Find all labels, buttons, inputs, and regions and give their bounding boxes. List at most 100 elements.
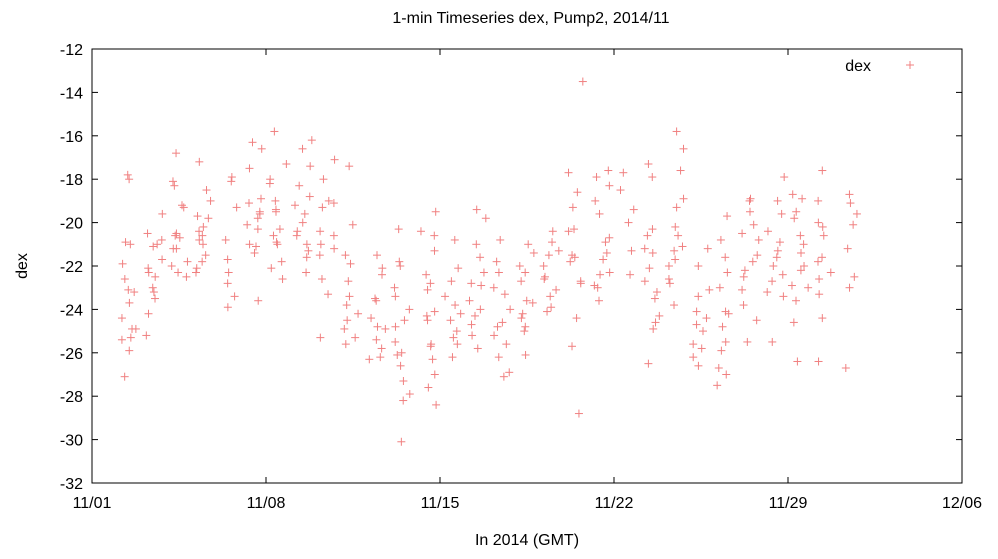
data-point: [121, 238, 130, 247]
data-point: [399, 396, 408, 405]
data-point: [120, 372, 129, 381]
data-point: [426, 279, 435, 288]
data-point: [789, 318, 798, 327]
data-point: [305, 192, 314, 201]
data-point: [814, 196, 823, 205]
data-point: [723, 212, 732, 221]
data-point: [144, 264, 153, 273]
data-point: [779, 292, 788, 301]
data-point: [548, 227, 557, 236]
data-point: [650, 294, 659, 303]
y-tick-label: -12: [60, 42, 83, 59]
data-point: [624, 218, 633, 227]
data-point: [819, 231, 828, 240]
data-point: [818, 314, 827, 323]
data-point: [517, 314, 526, 323]
data-point: [713, 381, 722, 390]
data-point: [573, 188, 582, 197]
data-point: [843, 244, 852, 253]
data-point: [595, 296, 604, 305]
data-point: [316, 333, 325, 342]
data-point: [539, 262, 548, 270]
data-point: [552, 285, 561, 294]
data-point: [273, 240, 282, 249]
data-point: [546, 292, 555, 301]
data-point: [722, 370, 731, 379]
data-point: [692, 307, 701, 316]
data-point: [715, 283, 724, 292]
data-point: [479, 268, 488, 277]
data-point: [845, 190, 854, 199]
data-point: [256, 194, 265, 203]
data-point: [302, 268, 311, 277]
data-point: [492, 257, 501, 266]
data-point: [772, 253, 781, 262]
data-point: [592, 173, 601, 182]
data-point: [775, 238, 784, 247]
data-point: [254, 296, 263, 305]
data-point: [446, 316, 455, 325]
data-point: [125, 175, 134, 184]
y-tick-label: -14: [60, 85, 83, 102]
data-point: [568, 342, 577, 351]
data-point: [679, 194, 688, 203]
data-point: [172, 229, 181, 238]
data-point: [778, 270, 787, 279]
data-point: [703, 244, 712, 253]
data-point: [396, 361, 405, 370]
data-point: [800, 262, 809, 270]
data-point: [473, 344, 482, 353]
data-point: [149, 242, 158, 251]
data-point: [521, 350, 530, 359]
data-point: [192, 264, 201, 273]
data-point: [221, 235, 230, 244]
data-point: [652, 288, 661, 297]
data-point: [293, 227, 302, 236]
data-point: [319, 175, 328, 184]
y-tick-label: -18: [60, 172, 83, 189]
data-point: [476, 305, 485, 314]
data-point: [745, 207, 754, 216]
data-point: [291, 201, 300, 210]
data-point: [576, 279, 585, 288]
data-point: [450, 235, 459, 244]
data-point: [397, 437, 406, 446]
data-point: [749, 220, 758, 229]
data-point: [818, 222, 827, 231]
data-point: [182, 272, 191, 281]
data-point: [318, 203, 327, 212]
data-point: [568, 203, 577, 212]
data-point: [395, 257, 404, 266]
data-point: [648, 225, 657, 234]
data-point: [302, 253, 311, 262]
data-point: [724, 309, 733, 318]
data-point: [578, 77, 587, 86]
data-point: [329, 231, 338, 240]
data-point: [158, 255, 167, 264]
data-point: [665, 279, 674, 288]
data-point: [644, 359, 653, 368]
data-point: [521, 322, 530, 331]
data-point: [798, 194, 807, 203]
data-point: [670, 246, 679, 255]
data-point: [430, 370, 439, 379]
data-point: [422, 311, 431, 320]
data-point: [490, 331, 499, 340]
data-point: [753, 251, 762, 260]
data-point: [183, 257, 192, 266]
data-point: [814, 257, 823, 266]
data-point: [117, 335, 126, 344]
data-point: [317, 275, 326, 284]
data-point: [341, 340, 350, 349]
data-point: [324, 290, 333, 299]
data-point: [278, 275, 287, 284]
data-point: [590, 281, 599, 290]
x-tick-label: 11/29: [769, 495, 808, 512]
x-axis-label: In 2014 (GMT): [475, 532, 579, 549]
data-point: [752, 316, 761, 325]
data-point: [390, 283, 399, 292]
y-axis: -12 -14 -16 -18 -20 -22 -24 -26 -28 -30 -32: [60, 42, 962, 493]
data-point: [670, 301, 679, 310]
data-point: [521, 268, 530, 277]
x-tick-label: 11/08: [247, 495, 286, 512]
